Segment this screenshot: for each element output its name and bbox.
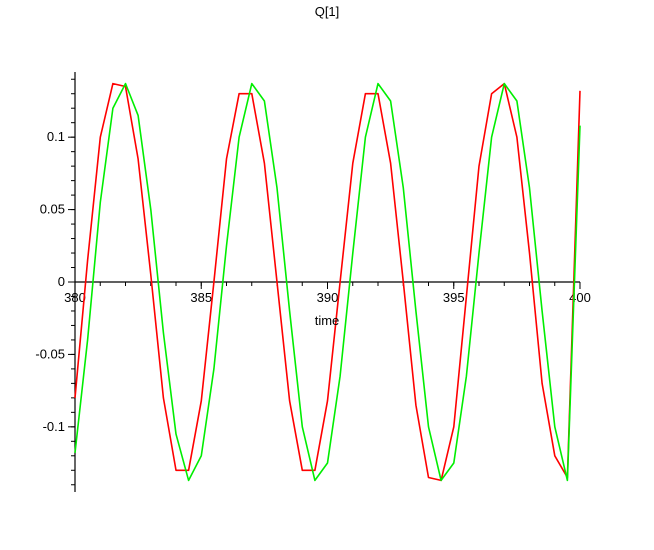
x-tick-label: 395 <box>443 290 465 305</box>
x-axis-label: time <box>315 313 340 328</box>
x-tick-label: 390 <box>317 290 339 305</box>
y-tick-label: 0 <box>58 274 65 289</box>
x-tick-label: 385 <box>190 290 212 305</box>
series-group <box>74 82 581 482</box>
y-axis: 0.1 0.05 0 -0.05 -0.1 <box>35 72 76 492</box>
x-tick-label: 380 <box>64 290 86 305</box>
y-tick-label: 0.1 <box>47 129 65 144</box>
x-axis: 380 385 390 395 400 <box>64 281 591 305</box>
y-tick-label: -0.1 <box>43 419 65 434</box>
y-tick-label: 0.05 <box>40 202 65 217</box>
chart-title: Q[1] <box>315 4 340 19</box>
y-tick-label: -0.05 <box>35 346 65 361</box>
series-line-1 <box>74 82 581 482</box>
series-line-2 <box>74 82 581 482</box>
